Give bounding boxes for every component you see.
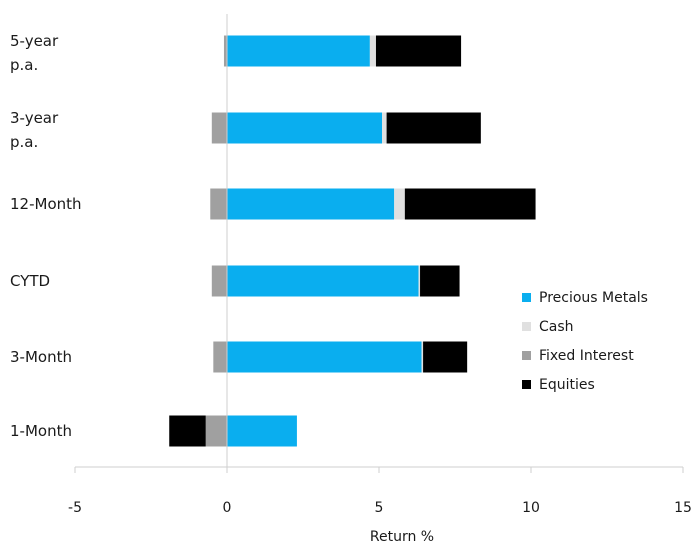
- category-label: p.a.: [10, 56, 38, 74]
- bar-fixed-interest-5: [205, 415, 227, 447]
- legend-label: Fixed Interest: [539, 348, 634, 364]
- bar-fixed-interest-2: [210, 188, 227, 220]
- x-tick-label: 15: [674, 500, 692, 516]
- category-label: 5-year: [10, 32, 59, 50]
- bar-precious-metals-0: [227, 35, 370, 67]
- bar-cash-0: [369, 35, 376, 67]
- bar-equities-3: [420, 265, 460, 297]
- legend-swatch: [522, 380, 531, 389]
- bar-precious-metals-4: [227, 341, 422, 373]
- bar-precious-metals-1: [227, 112, 383, 144]
- legend-label: Cash: [539, 319, 574, 335]
- bar-equities-4: [423, 341, 468, 373]
- bar-precious-metals-5: [227, 415, 297, 447]
- bar-cash-4: [421, 341, 424, 373]
- bars-layer: [169, 35, 536, 447]
- bar-fixed-interest-0: [223, 35, 227, 67]
- x-tick-label: 10: [522, 500, 540, 516]
- bar-equities-0: [375, 35, 462, 67]
- category-label: 3-year: [10, 109, 59, 127]
- category-label: 3-Month: [10, 348, 72, 366]
- category-label: CYTD: [10, 272, 50, 290]
- legend-swatch: [522, 351, 531, 360]
- legend: Precious Metals Cash Fixed Interest Equitie…: [522, 290, 648, 393]
- x-tick-label: 5: [375, 500, 384, 516]
- category-label: p.a.: [10, 133, 38, 151]
- bar-cash-2: [394, 188, 405, 220]
- legend-swatch: [522, 293, 531, 302]
- bar-fixed-interest-1: [211, 112, 227, 144]
- bar-precious-metals-2: [227, 188, 395, 220]
- bar-cash-1: [382, 112, 387, 144]
- legend-label: Precious Metals: [539, 290, 648, 306]
- x-tick-label: 0: [223, 500, 232, 516]
- x-axis-title: Return %: [370, 529, 434, 545]
- category-label: 12-Month: [10, 195, 82, 213]
- legend-swatch: [522, 322, 531, 331]
- category-labels: 5-year p.a. 3-year p.a. 12-Month CYTD 3-Month 1…: [10, 32, 82, 440]
- x-tick-label: -5: [68, 500, 82, 516]
- x-axis-ticks: -5 0 5 10 15: [68, 467, 692, 516]
- bar-fixed-interest-4: [213, 341, 227, 373]
- bar-precious-metals-3: [227, 265, 419, 297]
- bar-equities-2: [404, 188, 536, 220]
- bar-equities-5: [169, 415, 206, 447]
- bar-fixed-interest-3: [211, 265, 227, 297]
- legend-label: Equities: [539, 377, 595, 393]
- bar-equities-1: [386, 112, 481, 144]
- bar-cash-3: [418, 265, 421, 297]
- category-label: 1-Month: [10, 422, 72, 440]
